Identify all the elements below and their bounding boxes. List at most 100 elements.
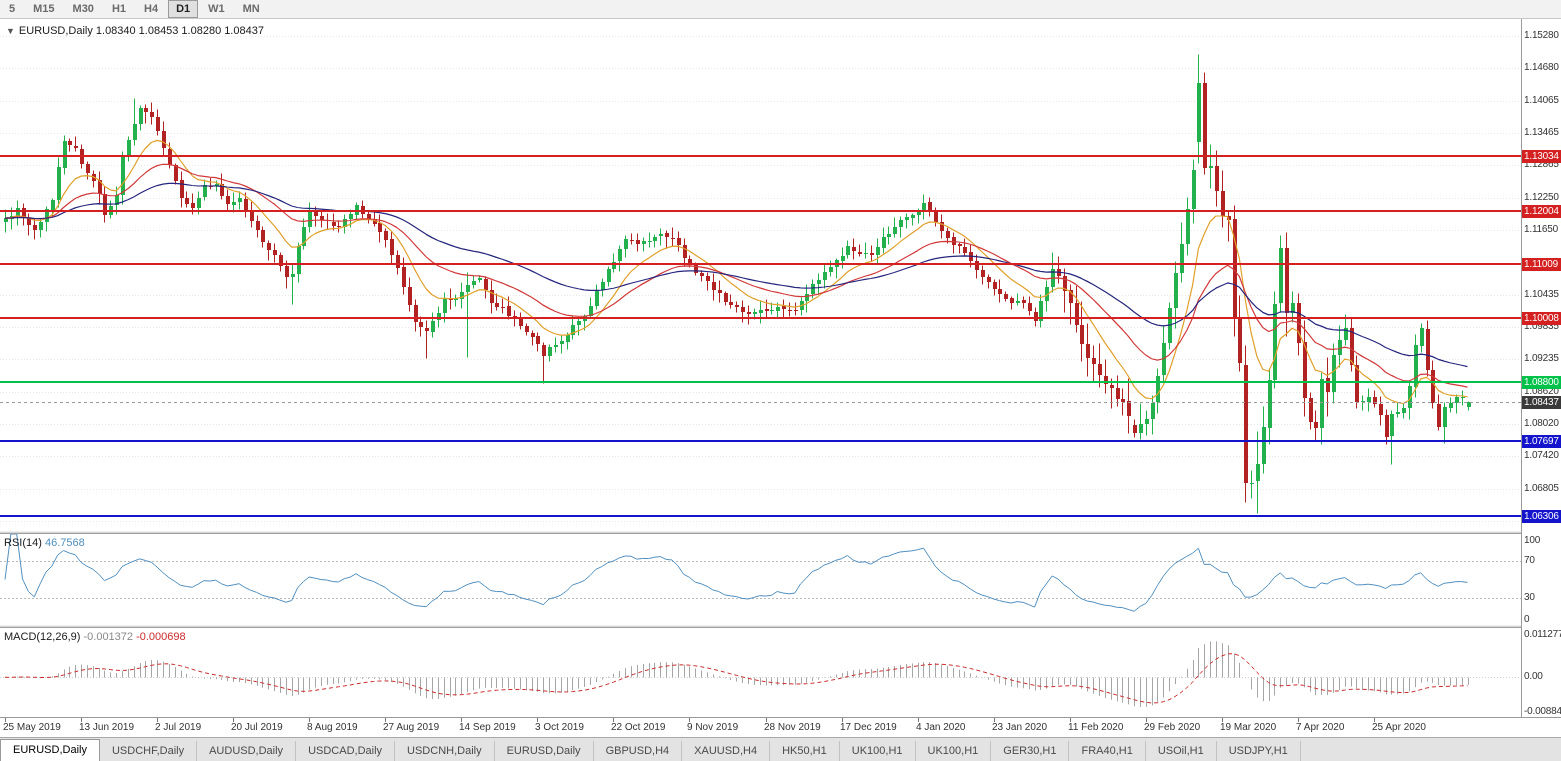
macd-value: -0.001372 [83, 631, 134, 643]
time-axis-label: 9 Nov 2019 [687, 722, 739, 733]
macd-axis-label: 0.00 [1524, 671, 1543, 682]
ohlc-low: 1.08280 [181, 25, 222, 37]
chart-tab-fra40-h1[interactable]: FRA40,H1 [1069, 741, 1146, 761]
timeframe-button-h4[interactable]: H4 [144, 3, 159, 15]
timeframe-button-d1[interactable]: D1 [168, 0, 199, 18]
time-axis-label: 14 Sep 2019 [459, 722, 516, 733]
time-axis-label: 23 Jan 2020 [992, 722, 1048, 733]
time-axis-tick [1222, 718, 1223, 722]
timeframe-button-h1[interactable]: H1 [111, 3, 126, 15]
rsi-axis-label: 30 [1524, 592, 1535, 603]
time-axis: 25 May 2019 13 Jun 2019 2 Jul 2019 20 Jul 2… [0, 717, 1561, 738]
time-axis-tick [613, 718, 614, 722]
time-axis-tick [81, 718, 82, 722]
timeframe-toolbar: 5 M15 M30 H1 H4 D1 W1 MN [0, 0, 1561, 19]
chart-tab-bar: EURUSD,Daily USDCHF,Daily AUDUSD,Daily USDC… [0, 737, 1561, 761]
time-axis-tick [842, 718, 843, 722]
chart-tab-usoil-h1[interactable]: USOil,H1 [1145, 741, 1217, 761]
chart-tab-uk100-h1[interactable]: UK100,H1 [839, 741, 916, 761]
time-axis-label: 27 Aug 2019 [383, 722, 440, 733]
price-axis-label: 1.14065 [1524, 95, 1559, 106]
time-axis-label: 19 Mar 2020 [1220, 722, 1277, 733]
price-axis-label: 1.14680 [1524, 62, 1559, 73]
chart-menu-arrow-icon[interactable]: ▼ [6, 26, 15, 36]
chart-tab-uk100-h1[interactable]: UK100,H1 [915, 741, 992, 761]
chart-tab-ger30-h1[interactable]: GER30,H1 [991, 741, 1070, 761]
level-price-label: 1.07697 [1522, 435, 1561, 448]
price-axis: 1.15280 1.14680 1.14065 1.13465 1.12865 1.122… [1521, 19, 1561, 717]
main-chart-canvas[interactable] [0, 19, 1521, 531]
panel-splitter[interactable] [0, 531, 1561, 534]
chart-tab-xauusd-h4[interactable]: XAUUSD,H4 [682, 741, 771, 761]
chart-tab-eurusd-daily[interactable]: EURUSD,Daily [494, 741, 594, 761]
timeframe-button-m15[interactable]: M15 [33, 3, 55, 15]
ohlc-open: 1.08340 [95, 25, 136, 37]
rsi-axis-label: 70 [1524, 555, 1535, 566]
timeframe-button-mn[interactable]: MN [242, 3, 260, 15]
macd-label: MACD(12,26,9) [4, 631, 81, 643]
time-axis-tick [1146, 718, 1147, 722]
ohlc-high: 1.08453 [138, 25, 179, 37]
chart-tab-usdcad-daily[interactable]: USDCAD,Daily [296, 741, 396, 761]
time-axis-label: 25 Apr 2020 [1372, 722, 1426, 733]
price-axis-label: 1.09235 [1524, 353, 1559, 364]
panel-splitter[interactable] [0, 625, 1561, 628]
price-axis-label: 1.12865 [1524, 159, 1559, 170]
chart-tab-eurusd-daily[interactable]: EURUSD,Daily [0, 739, 100, 761]
price-axis-label: 1.12250 [1524, 192, 1559, 203]
rsi-canvas[interactable] [0, 534, 1521, 625]
macd-canvas[interactable] [0, 628, 1521, 717]
level-price-label: 1.13034 [1522, 150, 1561, 163]
timeframe-button-m30[interactable]: M30 [72, 3, 94, 15]
time-axis-label: 7 Apr 2020 [1296, 722, 1345, 733]
time-axis-label: 4 Jan 2020 [916, 722, 966, 733]
price-axis-label: 1.07420 [1524, 450, 1559, 461]
timeframe-button-5[interactable]: 5 [9, 3, 16, 15]
time-axis-label: 25 May 2019 [3, 722, 61, 733]
macd-axis-label: 0.011277 [1524, 629, 1561, 640]
time-axis-tick [1070, 718, 1071, 722]
macd-axis-label: -0.008845 [1524, 706, 1561, 717]
price-axis-label: 1.09835 [1524, 321, 1559, 332]
price-axis-label: 1.15280 [1524, 30, 1559, 41]
price-axis-label: 1.10435 [1524, 289, 1559, 300]
chart-symbol-label: EURUSD,Daily [18, 25, 93, 37]
time-axis-label: 20 Jul 2019 [231, 722, 283, 733]
timeframe-button-w1[interactable]: W1 [208, 3, 225, 15]
time-axis-label: 3 Oct 2019 [535, 722, 584, 733]
time-axis-tick [766, 718, 767, 722]
time-axis-tick [309, 718, 310, 722]
price-axis-label: 1.08620 [1524, 386, 1559, 397]
macd-header: MACD(12,26,9) -0.001372 -0.000698 [4, 631, 186, 643]
time-axis-tick [233, 718, 234, 722]
time-axis-label: 29 Feb 2020 [1144, 722, 1201, 733]
chart-tab-hk50-h1[interactable]: HK50,H1 [770, 741, 840, 761]
time-axis-tick [918, 718, 919, 722]
time-axis-label: 2 Jul 2019 [155, 722, 202, 733]
price-axis-label: 1.13465 [1524, 127, 1559, 138]
time-axis-tick [1298, 718, 1299, 722]
level-price-label: 1.12004 [1522, 205, 1561, 218]
price-axis-label: 1.11650 [1524, 224, 1559, 235]
chart-tab-gbpusd-h4[interactable]: GBPUSD,H4 [593, 741, 683, 761]
time-axis-label: 13 Jun 2019 [79, 722, 135, 733]
time-axis-tick [385, 718, 386, 722]
time-axis-tick [689, 718, 690, 722]
chart-tab-usdchf-daily[interactable]: USDCHF,Daily [99, 741, 198, 761]
chart-tab-audusd-daily[interactable]: AUDUSD,Daily [197, 741, 297, 761]
time-axis-tick [994, 718, 995, 722]
chart-tab-usdcnh-daily[interactable]: USDCNH,Daily [395, 741, 495, 761]
level-price-label: 1.10008 [1522, 312, 1561, 325]
time-axis-tick [537, 718, 538, 722]
rsi-axis-label: 100 [1524, 535, 1541, 546]
current-price-label: 1.08437 [1522, 396, 1561, 409]
time-axis-label: 17 Dec 2019 [840, 722, 897, 733]
chart-tab-usdjpy-h1[interactable]: USDJPY,H1 [1216, 741, 1301, 761]
level-price-label: 1.08800 [1522, 376, 1561, 389]
time-axis-tick [157, 718, 158, 722]
rsi-header: RSI(14) 46.7568 [4, 537, 85, 549]
price-axis-label: 1.08020 [1524, 418, 1559, 429]
macd-signal-value: -0.000698 [136, 631, 186, 643]
rsi-value: 46.7568 [44, 537, 85, 549]
